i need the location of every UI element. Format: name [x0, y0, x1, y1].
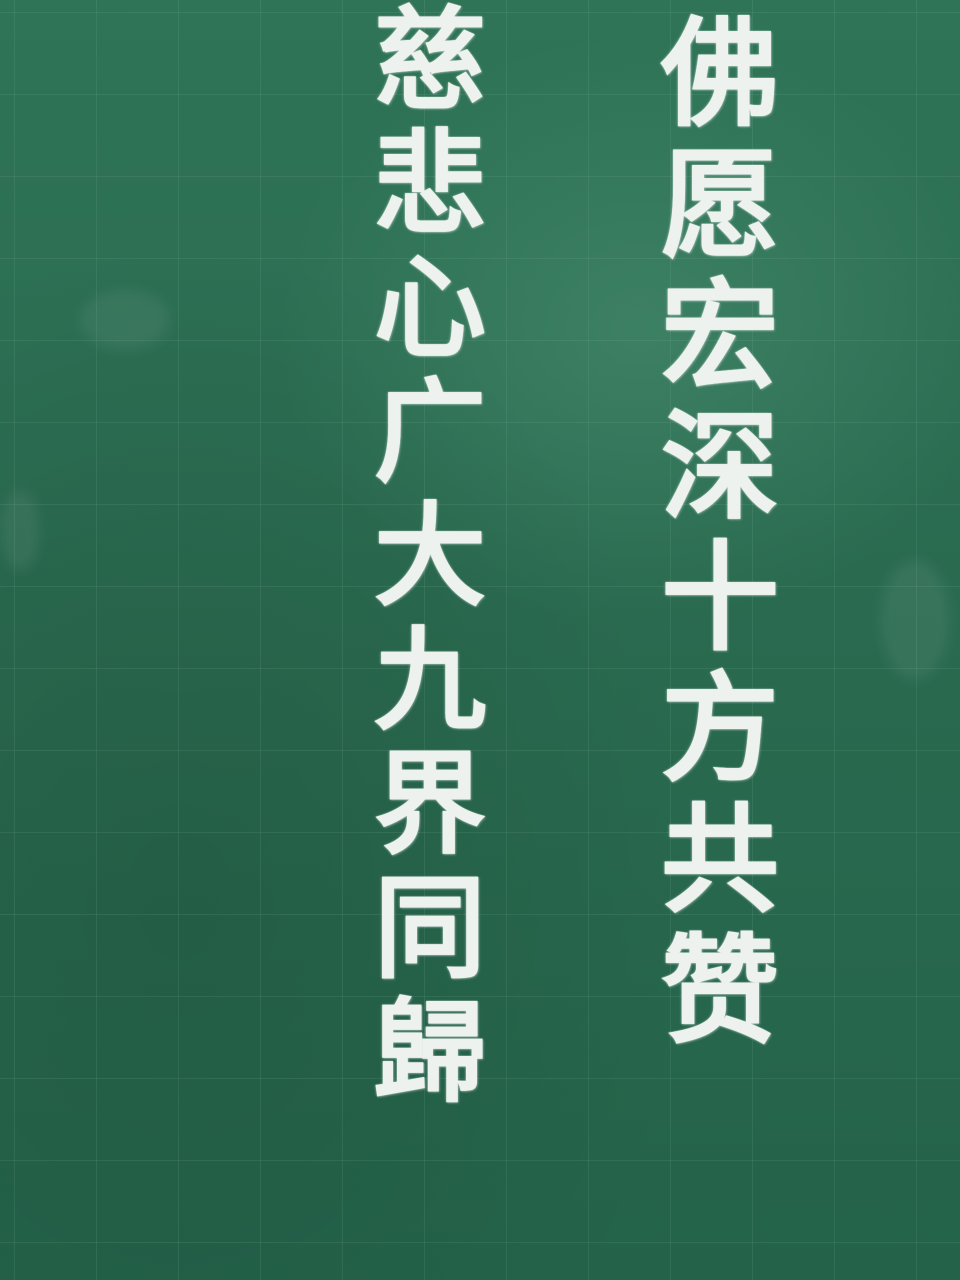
couplet-char: 界 — [374, 739, 486, 870]
chalk-smudge — [80, 290, 170, 350]
couplet-char: 愿 — [660, 135, 779, 274]
couplet-char: 同 — [374, 863, 486, 994]
couplet-left-line: 慈 悲 心 广 大 九 界 同 歸 — [335, 5, 525, 1121]
couplet-char: 慈 — [374, 0, 486, 126]
couplet-char: 歸 — [374, 987, 486, 1118]
couplet-char: 心 — [374, 243, 486, 374]
couplet-char: 大 — [374, 491, 486, 622]
couplet-char: 深 — [660, 397, 779, 536]
chalk-smudge — [0, 490, 40, 570]
couplet-char: 广 — [374, 367, 486, 498]
chalk-smudge — [880, 560, 950, 680]
couplet-char: 悲 — [374, 119, 486, 250]
couplet-right-line: 佛 愿 宏 深 十 方 共 赞 — [620, 15, 820, 1063]
couplet-char: 十 — [660, 528, 779, 667]
couplet-char: 九 — [374, 615, 486, 746]
couplet-char: 赞 — [660, 921, 779, 1060]
couplet-char: 方 — [660, 659, 779, 798]
couplet-char: 共 — [660, 790, 779, 929]
couplet-char: 宏 — [660, 266, 779, 405]
couplet-char: 佛 — [660, 4, 779, 143]
